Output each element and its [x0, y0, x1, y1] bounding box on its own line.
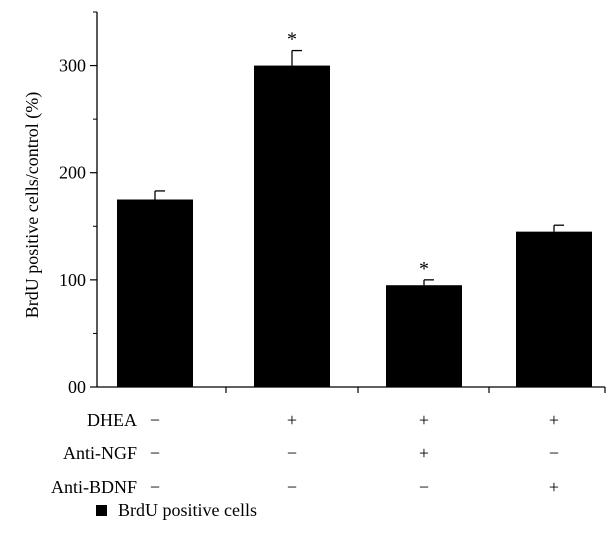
- y-axis-label: BrdU positive cells/control (%): [22, 92, 43, 318]
- treatment-label: DHEA: [87, 410, 137, 430]
- y-tick-label: 00: [68, 377, 86, 397]
- bar: [254, 65, 330, 388]
- bar: [516, 231, 592, 387]
- y-tick-label: 200: [59, 163, 86, 183]
- treatment-sign: +: [419, 410, 429, 430]
- treatment-sign: −: [150, 410, 160, 430]
- significance-marker: *: [419, 258, 429, 280]
- y-tick-label: 100: [59, 270, 86, 290]
- legend: BrdU positive cells: [96, 500, 257, 520]
- treatment-sign: +: [287, 410, 297, 430]
- y-tick-label: 300: [59, 56, 86, 76]
- treatment-sign: −: [287, 477, 297, 497]
- treatment-sign: −: [150, 477, 160, 497]
- treatment-sign: +: [419, 443, 429, 463]
- treatment-label: Anti-NGF: [63, 443, 137, 463]
- treatment-sign: −: [287, 443, 297, 463]
- treatment-sign: +: [549, 410, 559, 430]
- treatment-sign: −: [150, 443, 160, 463]
- treatment-label: Anti-BDNF: [51, 477, 137, 497]
- legend-label: BrdU positive cells: [118, 500, 257, 520]
- bars: [117, 49, 592, 388]
- bar: [386, 285, 462, 387]
- treatment-sign: +: [549, 477, 559, 497]
- significance-marker: *: [287, 29, 297, 51]
- bar: [117, 199, 193, 387]
- treatment-sign: −: [549, 443, 559, 463]
- treatment-sign: −: [419, 477, 429, 497]
- legend-swatch: [96, 505, 107, 516]
